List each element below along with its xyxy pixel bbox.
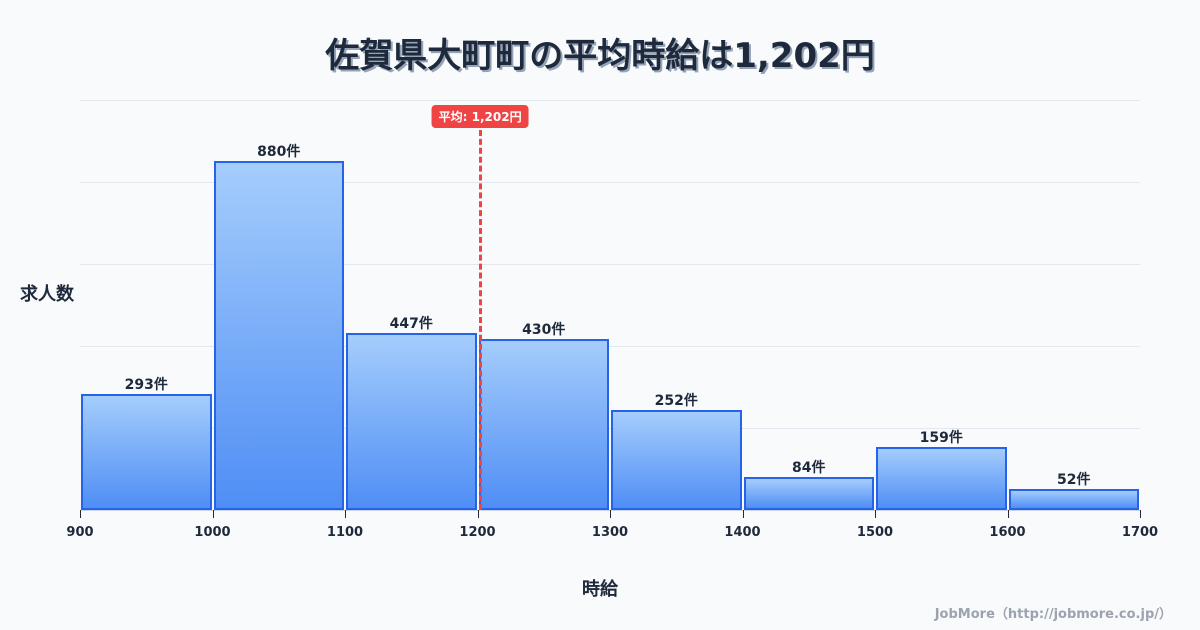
- x-tick: [610, 510, 611, 518]
- x-tick: [477, 510, 479, 518]
- average-line: [479, 130, 483, 510]
- bar-value-label: 447件: [389, 315, 433, 332]
- x-tick: [1007, 510, 1009, 518]
- bar-value-label: 84件: [792, 459, 826, 476]
- x-tick-label: 1500: [856, 525, 894, 540]
- plot-area: 293件 880件 447件 430件 252件 84件 159件 52件 900 1000 110…: [66, 100, 1158, 540]
- gridline: [80, 182, 1140, 183]
- x-tick: [1140, 510, 1141, 518]
- histogram-bar: [213, 161, 344, 510]
- bar-value-label: 159件: [919, 429, 963, 446]
- x-tick-label: 1400: [724, 525, 761, 540]
- bar-value-label: 430件: [522, 322, 566, 339]
- x-tick-label: 900: [66, 525, 94, 540]
- histogram-bar: [743, 476, 874, 510]
- bar-value-label: 252件: [654, 393, 698, 410]
- histogram-bar: [611, 410, 742, 510]
- x-tick: [742, 510, 744, 518]
- x-tick-label: 1600: [989, 525, 1026, 540]
- histogram-bar: [81, 393, 212, 510]
- chart-title: 佐賀県大町町の平均時給は1,202円: [325, 36, 875, 76]
- x-tick: [80, 510, 81, 518]
- histogram-bar: [478, 339, 609, 510]
- gridline: [80, 100, 1140, 101]
- x-tick: [345, 510, 346, 518]
- bar-value-label: 880件: [257, 144, 301, 161]
- gridline: [80, 264, 1140, 265]
- histogram-bar: [876, 446, 1007, 510]
- average-badge: 平均: 1,202円: [431, 105, 529, 128]
- source-credit: JobMore（http://jobmore.co.jp/）: [934, 607, 1172, 622]
- gridline: [80, 346, 1140, 347]
- x-tick-label: 1200: [459, 525, 496, 540]
- x-tick-label: 1000: [194, 525, 231, 540]
- gridline: [80, 428, 1140, 429]
- bar-value-label: 293件: [124, 376, 168, 393]
- x-tick-label: 1700: [1121, 525, 1159, 540]
- x-axis-label: 時給: [582, 579, 618, 600]
- y-axis-label: 求人数: [20, 284, 74, 305]
- x-tick: [212, 510, 214, 518]
- x-tick: [875, 510, 876, 518]
- histogram-bar: [1008, 489, 1139, 510]
- x-tick-label: 1300: [591, 525, 629, 540]
- x-tick-label: 1100: [326, 525, 364, 540]
- bar-value-label: 52件: [1057, 472, 1091, 489]
- histogram-bar: [346, 332, 477, 510]
